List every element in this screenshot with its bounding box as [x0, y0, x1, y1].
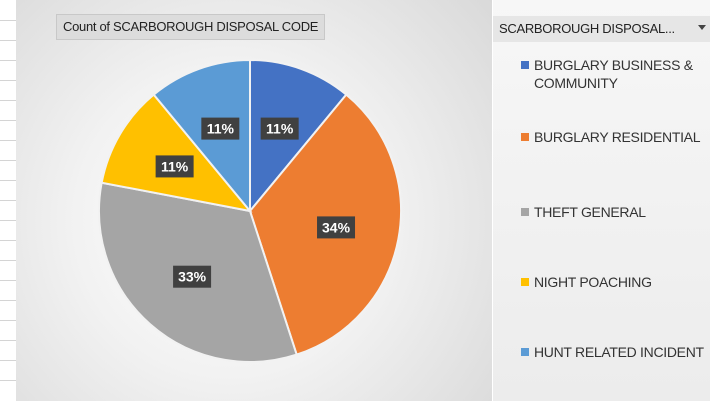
legend-swatch — [521, 348, 529, 356]
legend-item[interactable]: BURGLARY RESIDENTIAL — [521, 128, 710, 146]
legend-swatch — [521, 278, 529, 286]
legend-item[interactable]: THEFT GENERAL — [521, 203, 710, 221]
pie-slice — [100, 93, 253, 213]
legend-item[interactable]: NIGHT POACHING — [521, 273, 710, 291]
data-label-bg — [201, 117, 240, 140]
data-label: 11% — [155, 155, 194, 178]
data-label-text: 11% — [207, 121, 235, 137]
legend-title: SCARBOROUGH DISPOSAL... — [499, 21, 675, 36]
data-label-bg — [317, 216, 356, 239]
legend-header[interactable]: SCARBOROUGH DISPOSAL... — [493, 16, 710, 42]
sheet-gridlines — [0, 20, 16, 381]
legend-item[interactable]: BURGLARY BUSINESS & COMMUNITY — [521, 56, 710, 92]
legend-label: BURGLARY RESIDENTIAL — [534, 129, 701, 145]
data-label-text: 34% — [322, 219, 351, 235]
pie-chart: 11% 34% 33% 11% 11% — [98, 58, 402, 363]
legend-label: BURGLARY BUSINESS & COMMUNITY — [534, 57, 693, 91]
chart-title[interactable]: Count of SCARBOROUGH DISPOSAL CODE — [56, 14, 326, 40]
data-label: 11% — [201, 117, 240, 140]
legend-swatch — [521, 133, 529, 141]
data-label-text: 33% — [178, 269, 207, 285]
legend-label: NIGHT POACHING — [534, 274, 652, 290]
data-label-bg — [260, 117, 299, 140]
legend-item[interactable]: HUNT RELATED INCIDENT — [521, 343, 710, 361]
legend-label: THEFT GENERAL — [534, 204, 646, 220]
data-label-bg — [155, 155, 194, 178]
data-label-text: 11% — [266, 121, 294, 137]
chart-area: 11% 34% 33% 11% 11% Count of SCARBOROUGH DIS… — [16, 0, 492, 401]
data-label: 34% — [317, 216, 356, 239]
data-label-bg — [173, 265, 212, 288]
legend-swatch — [521, 61, 529, 69]
dropdown-arrow[interactable] — [698, 25, 706, 30]
legend: SCARBOROUGH DISPOSAL... BURGLARY BUSINES… — [493, 0, 710, 401]
data-label: 33% — [173, 265, 212, 288]
data-label-text: 11% — [161, 158, 189, 174]
legend-swatch — [521, 208, 529, 216]
legend-label: HUNT RELATED INCIDENT — [534, 344, 704, 360]
data-label: 11% — [260, 117, 299, 140]
